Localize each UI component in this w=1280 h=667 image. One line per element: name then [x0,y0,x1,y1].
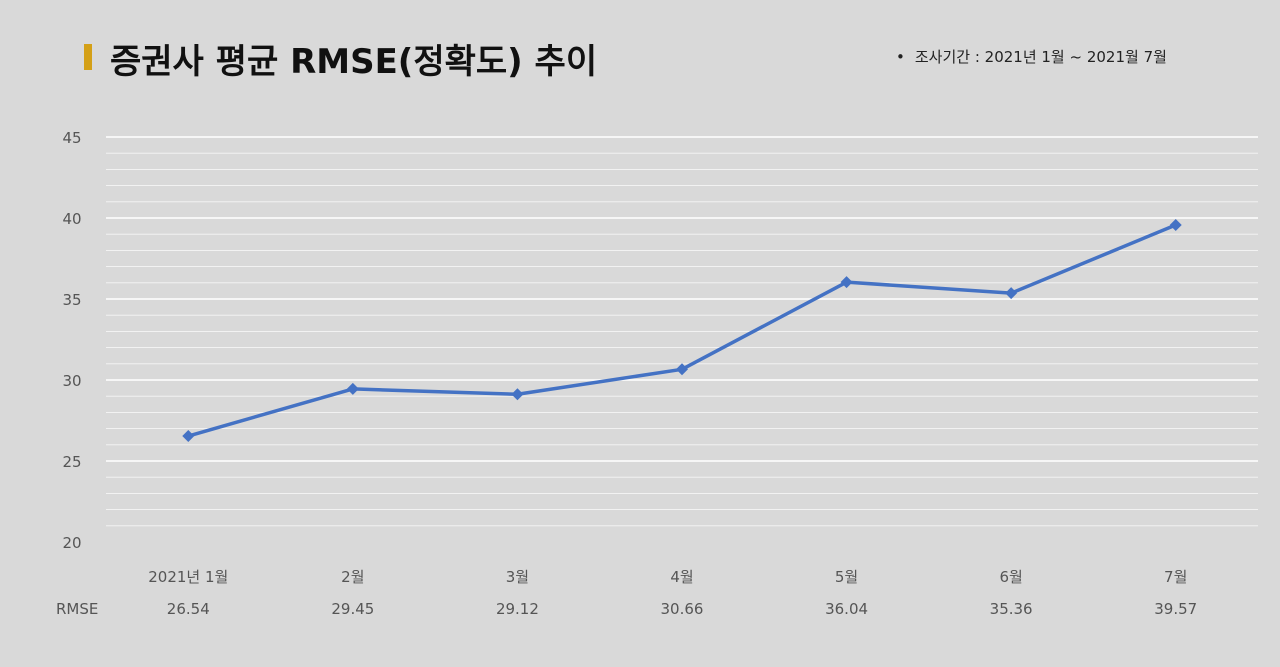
table-value-cell: 29.12 [496,600,539,618]
data-point-marker [840,276,853,289]
x-category-label: 2021년 1월 [148,568,228,586]
x-category-label: 5월 [835,568,858,586]
table-value-cell: 39.57 [1154,600,1197,618]
x-category-label: 4월 [670,568,693,586]
table-value-cell: 36.04 [825,600,868,618]
y-axis-ticks: 20 25 30 35 40 45 [62,129,81,552]
title-accent-bar [84,44,92,70]
y-tick-label: 20 [62,534,81,552]
y-tick-label: 45 [62,129,81,147]
x-category-label: 6월 [999,568,1022,586]
data-table: RMSE 26.54 29.45 29.12 30.66 36.04 35.36 39.57 [56,600,1197,618]
x-axis-categories: 2021년 1월 2월 3월 4월 5월 6월 7월 [148,568,1187,586]
y-tick-label: 30 [62,372,81,390]
survey-period: • 조사기간 : 2021년 1월 ~ 2021월 7월 [896,46,1167,67]
series-markers [182,218,1182,443]
bullet-icon: • [896,48,905,66]
data-point-marker [511,388,524,401]
data-point-marker [1005,287,1018,300]
data-point-marker [182,430,195,443]
x-category-label: 2월 [341,568,364,586]
data-point-marker [676,363,688,376]
y-tick-label: 40 [62,210,81,228]
series-line-rmse [187,223,1177,438]
survey-period-text: 조사기간 : 2021년 1월 ~ 2021월 7월 [914,48,1167,66]
gridlines [106,136,1258,527]
y-tick-label: 25 [62,453,81,471]
data-point-marker [1169,218,1182,231]
table-value-cell: 30.66 [661,600,704,618]
table-value-cell: 29.45 [331,600,374,618]
table-value-cell: 35.36 [990,600,1033,618]
table-value-cell: 26.54 [167,600,210,618]
x-category-label: 3월 [506,568,529,586]
table-row-label: RMSE [56,600,98,618]
chart-title: 증권사 평균 RMSE(정확도) 추이 [110,42,598,82]
data-point-marker [346,382,359,395]
x-category-label: 7월 [1164,568,1187,586]
y-tick-label: 35 [62,291,81,309]
